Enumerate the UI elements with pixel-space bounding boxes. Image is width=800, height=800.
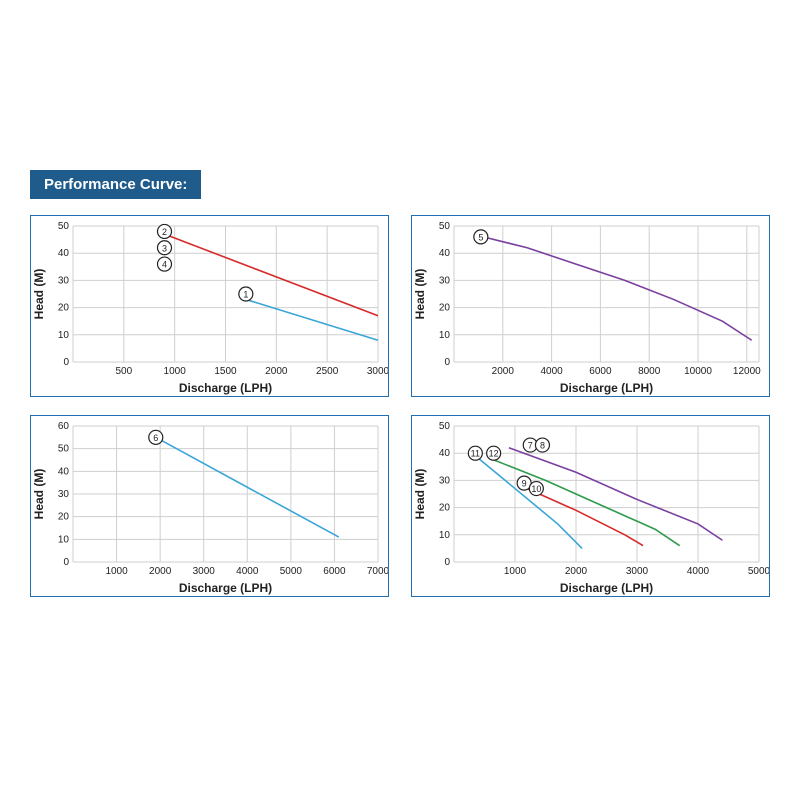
- svg-text:4000: 4000: [236, 566, 259, 577]
- svg-text:12000: 12000: [733, 366, 761, 377]
- section-title: Performance Curve:: [30, 170, 201, 199]
- svg-text:50: 50: [58, 444, 70, 455]
- marker-label-12: 12: [489, 449, 499, 459]
- svg-text:30: 30: [439, 275, 451, 286]
- svg-text:10000: 10000: [684, 366, 712, 377]
- svg-text:5000: 5000: [280, 566, 303, 577]
- svg-text:30: 30: [58, 275, 70, 286]
- x-axis-label: Discharge (LPH): [560, 581, 653, 595]
- svg-text:60: 60: [58, 421, 70, 432]
- marker-label-5: 5: [478, 232, 483, 242]
- y-axis-label: Head (M): [413, 469, 427, 520]
- svg-text:2000: 2000: [149, 566, 172, 577]
- svg-text:10: 10: [439, 530, 451, 541]
- svg-text:40: 40: [439, 248, 451, 259]
- svg-text:20: 20: [439, 503, 451, 514]
- x-axis-label: Discharge (LPH): [560, 381, 653, 395]
- svg-text:2000: 2000: [492, 366, 515, 377]
- svg-text:1500: 1500: [214, 366, 237, 377]
- chart-bottom-left: 0 10 20 30 40 50 60 1000 2000 3000 4000 5000 6000 700…: [30, 415, 389, 597]
- svg-text:20: 20: [58, 512, 70, 523]
- svg-text:10: 10: [58, 330, 70, 341]
- curve-5: [483, 237, 751, 340]
- svg-text:20: 20: [439, 303, 451, 314]
- svg-text:2500: 2500: [316, 366, 339, 377]
- curve-1: [246, 299, 378, 340]
- svg-text:0: 0: [63, 557, 69, 568]
- chart-top-right: 0 10 20 30 40 50 2000 4000 6000 8000 10000 12000 5 Di…: [411, 215, 770, 397]
- svg-text:30: 30: [58, 489, 70, 500]
- marker-label-7: 7: [528, 441, 533, 451]
- y-axis-label: Head (M): [32, 269, 46, 320]
- svg-text:4000: 4000: [540, 366, 563, 377]
- marker-label-10: 10: [531, 484, 541, 494]
- svg-text:1000: 1000: [105, 566, 128, 577]
- svg-text:2000: 2000: [565, 566, 588, 577]
- chart-bottom-right: 0 10 20 30 40 50 1000 2000 3000 4000 5000 78 11 12 9 10…: [411, 415, 770, 597]
- marker-label-3: 3: [162, 243, 167, 253]
- svg-text:0: 0: [63, 357, 69, 368]
- svg-text:10: 10: [439, 330, 451, 341]
- svg-text:2000: 2000: [265, 366, 288, 377]
- svg-text:3000: 3000: [626, 566, 649, 577]
- chart-grid: 01020304050500100015002000250030002341Di…: [30, 215, 770, 597]
- svg-text:4000: 4000: [687, 566, 710, 577]
- svg-text:1000: 1000: [504, 566, 527, 577]
- svg-text:6000: 6000: [323, 566, 346, 577]
- marker-label-4: 4: [162, 260, 167, 270]
- svg-text:7000: 7000: [367, 566, 388, 577]
- svg-text:6000: 6000: [589, 366, 612, 377]
- chart-top-left: 0 10 20 30 40 50 500 1000 1500 2000 2500 3000 2 3 4 1 Di…: [30, 215, 389, 397]
- svg-text:40: 40: [58, 466, 70, 477]
- svg-text:10: 10: [58, 534, 70, 545]
- svg-text:50: 50: [439, 221, 451, 232]
- svg-text:3000: 3000: [193, 566, 216, 577]
- svg-text:30: 30: [439, 475, 451, 486]
- svg-text:20: 20: [58, 303, 70, 314]
- svg-text:0: 0: [444, 557, 450, 568]
- svg-text:8000: 8000: [638, 366, 661, 377]
- curve-11: [472, 453, 582, 548]
- y-axis-label: Head (M): [413, 269, 427, 320]
- marker-label-2: 2: [162, 227, 167, 237]
- x-axis-label: Discharge (LPH): [179, 381, 272, 395]
- svg-text:40: 40: [58, 248, 70, 259]
- curve-12: [491, 459, 680, 546]
- svg-text:0: 0: [444, 357, 450, 368]
- svg-text:3000: 3000: [367, 366, 388, 377]
- marker-label-8: 8: [540, 441, 545, 451]
- x-axis-label: Discharge (LPH): [179, 581, 272, 595]
- svg-text:5000: 5000: [748, 566, 769, 577]
- curve-2: [165, 234, 379, 316]
- svg-text:1000: 1000: [164, 366, 187, 377]
- svg-text:500: 500: [115, 366, 132, 377]
- svg-text:50: 50: [58, 221, 70, 232]
- marker-label-1: 1: [243, 290, 248, 300]
- y-axis-label: Head (M): [32, 469, 46, 520]
- marker-label-9: 9: [522, 479, 527, 489]
- svg-text:40: 40: [439, 448, 451, 459]
- svg-text:50: 50: [439, 421, 451, 432]
- marker-label-11: 11: [471, 449, 480, 459]
- marker-label-6: 6: [153, 433, 158, 443]
